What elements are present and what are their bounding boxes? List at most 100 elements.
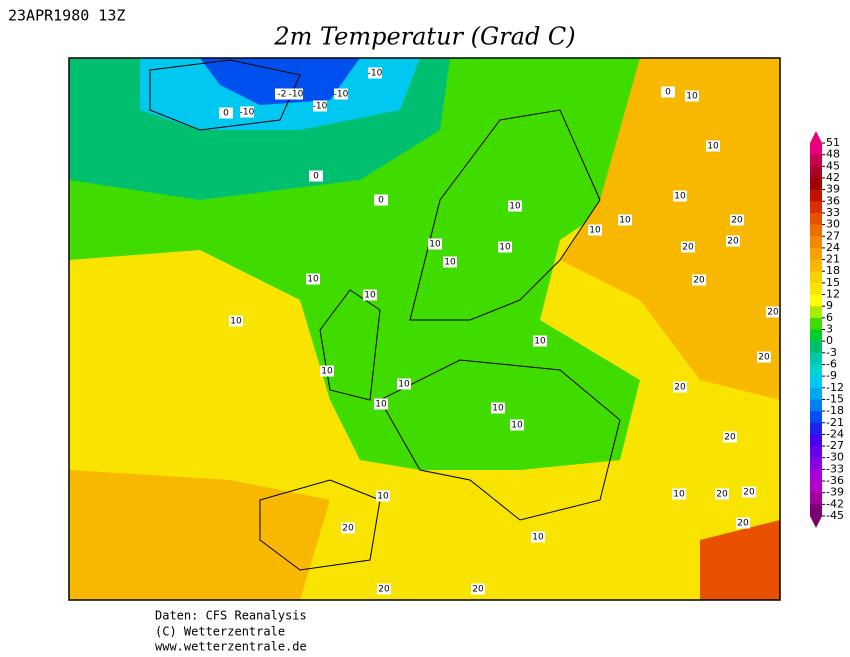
colorbar-label: -39 (826, 486, 844, 499)
contour-label-box (289, 88, 303, 100)
colorbar-bin (810, 364, 822, 377)
coast-scandinavia (409, 109, 601, 321)
contour-label-box (673, 381, 687, 393)
colorbar-label: 39 (826, 183, 840, 196)
contour-label: 10 (364, 291, 376, 301)
contour-label-box (374, 194, 388, 206)
contour-label-box (309, 170, 323, 182)
colorbar-label: -33 (826, 462, 844, 475)
footer-source: Daten: CFS Reanalysis (155, 609, 307, 623)
colorbar-label: -3 (826, 346, 837, 359)
contour-label: 0 (223, 109, 229, 119)
contour-label-box (726, 235, 740, 247)
contour-label-box (673, 190, 687, 202)
colorbar-bin (810, 469, 822, 482)
contour-label: 10 (492, 404, 504, 414)
colorbar-label: -12 (826, 381, 844, 394)
contour-label: -2 (278, 90, 287, 100)
contour-label-box (240, 106, 254, 118)
colorbar-label: 0 (826, 334, 833, 347)
colorbar-bin (810, 271, 822, 284)
contour-label: 10 (375, 400, 387, 410)
colorbar-label: 15 (826, 276, 840, 289)
contour-label-box (377, 583, 391, 595)
contour-label-box (730, 214, 744, 226)
colorbar-bin (810, 376, 822, 389)
colorbar-arrow-bottom (810, 516, 822, 528)
coast-central-europe (379, 359, 621, 521)
colorbar-label: 9 (826, 299, 833, 312)
colorbar-bin (810, 177, 822, 191)
colorbar-bin (810, 189, 822, 202)
colorbar-label: 48 (826, 148, 840, 161)
contour-label: 20 (737, 519, 749, 529)
contour-label: 20 (716, 490, 728, 500)
colorbar-bin (810, 201, 822, 214)
coast-greenland (149, 59, 301, 131)
colorbar-label: 3 (826, 323, 833, 336)
contour-label-box (219, 107, 233, 119)
colorbar-bin (810, 317, 822, 330)
colorbar-bin (810, 457, 822, 470)
contour-label-box (313, 100, 327, 112)
colorbar-label: -24 (826, 427, 844, 440)
colorbar-label: 33 (826, 206, 840, 219)
field-frost (200, 58, 360, 105)
contour-label: -10 (368, 69, 383, 79)
contour-label-box (428, 238, 442, 250)
colorbar-label: 51 (826, 136, 840, 149)
contour-label-box (363, 289, 377, 301)
colorbar-bin (810, 434, 822, 447)
colorbar-bin (810, 352, 822, 365)
colorbar-bin (810, 259, 822, 272)
colorbar-bin (810, 481, 822, 494)
contour-label: 0 (378, 196, 384, 206)
colorbar-label: -6 (826, 357, 837, 370)
contour-label: 10 (674, 192, 686, 202)
contour-label: 10 (509, 202, 521, 212)
colorbar-label: 36 (826, 194, 840, 207)
contour-label-box (661, 86, 675, 98)
contour-label-box (681, 241, 695, 253)
colorbar-label: 21 (826, 253, 840, 266)
colorbar-label: -42 (826, 497, 844, 510)
contour-label: -10 (334, 90, 349, 100)
contour-label-box (715, 488, 729, 500)
contour-label: 20 (472, 585, 484, 595)
contour-label-box (618, 214, 632, 226)
colorbar-bin (810, 212, 822, 226)
colorbar-bin (810, 411, 822, 424)
contour-label-box (275, 88, 289, 100)
contour-label: 20 (767, 308, 779, 318)
colorbar-bin (810, 504, 822, 517)
contour-label-box (531, 531, 545, 543)
colorbar-label: 27 (826, 229, 840, 242)
colorbar-label: -18 (826, 404, 844, 417)
contour-label-box (742, 486, 756, 498)
contour-label-box (533, 335, 547, 347)
contour-label: -10 (313, 102, 328, 112)
contour-label-box (692, 274, 706, 286)
coast-britain (319, 289, 381, 401)
colorbar-bin (810, 294, 822, 307)
contour-label: 20 (378, 585, 390, 595)
colorbar-arrow-top (810, 131, 822, 143)
colorbar-label: 18 (826, 264, 840, 277)
colorbar-label: 45 (826, 159, 840, 172)
contour-label-box (510, 419, 524, 431)
colorbar-label: 42 (826, 171, 840, 184)
colorbar-bin (810, 341, 822, 354)
colorbar-label: -45 (826, 509, 844, 522)
colorbar-bin (810, 166, 822, 179)
contour-label: 20 (674, 383, 686, 393)
contour-label: 0 (313, 172, 319, 182)
contour-label: 20 (758, 353, 770, 363)
contour-label-box (736, 517, 750, 529)
contour-label: 10 (589, 226, 601, 236)
colorbar-label: 12 (826, 288, 840, 301)
contour-label-box (376, 490, 390, 502)
contour-label: 0 (665, 88, 671, 98)
colorbar-bin (810, 143, 822, 156)
colorbar-bin (810, 422, 822, 435)
